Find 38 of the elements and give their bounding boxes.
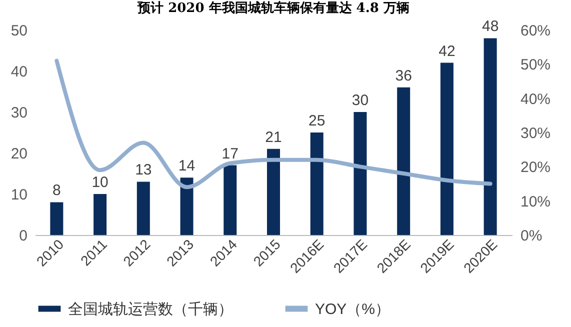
data-label: 10	[92, 174, 108, 191]
data-label: 48	[482, 18, 499, 36]
bar	[180, 178, 194, 235]
y-tick-label: 30	[10, 104, 28, 122]
legend-label: YOY（%）	[315, 300, 390, 318]
data-label: 36	[395, 67, 412, 84]
bar	[50, 202, 64, 235]
data-label: 14	[178, 158, 196, 175]
data-label: 17	[222, 145, 238, 162]
y-tick-label: 50	[10, 22, 28, 40]
y2-tick-label: 30%	[520, 125, 551, 142]
y-tick-label: 40	[10, 64, 28, 80]
data-label: 13	[135, 162, 152, 179]
bar	[136, 182, 150, 235]
y-tick-label: 10	[10, 186, 28, 204]
y2-tick-label: 60%	[520, 22, 551, 40]
data-label: 8	[52, 182, 61, 200]
bar	[266, 148, 280, 235]
bar	[484, 38, 497, 235]
data-label: 30	[352, 92, 369, 109]
y2-tick-label: 50%	[520, 56, 551, 74]
y2-tick-label: 40%	[520, 90, 551, 108]
bar	[397, 87, 410, 235]
data-label: 25	[308, 112, 326, 130]
legend-label: 全国城轨运营数（千辆）	[68, 300, 233, 318]
data-label: 42	[438, 42, 456, 60]
y-tick-label: 0	[19, 228, 28, 244]
bar	[310, 132, 324, 235]
y-tick-label: 20	[10, 146, 28, 162]
chart-title: 预计 2020 年我国城轨车辆保有量达 4.8 万辆	[136, 0, 410, 16]
y2-tick-label: 10%	[520, 193, 551, 210]
data-label: 21	[265, 128, 282, 146]
y2-tick-label: 20%	[520, 159, 551, 176]
bar	[94, 194, 107, 235]
bar	[224, 165, 237, 235]
y2-tick-label: 0%	[520, 228, 542, 244]
bar	[440, 62, 454, 235]
bar	[354, 112, 367, 235]
